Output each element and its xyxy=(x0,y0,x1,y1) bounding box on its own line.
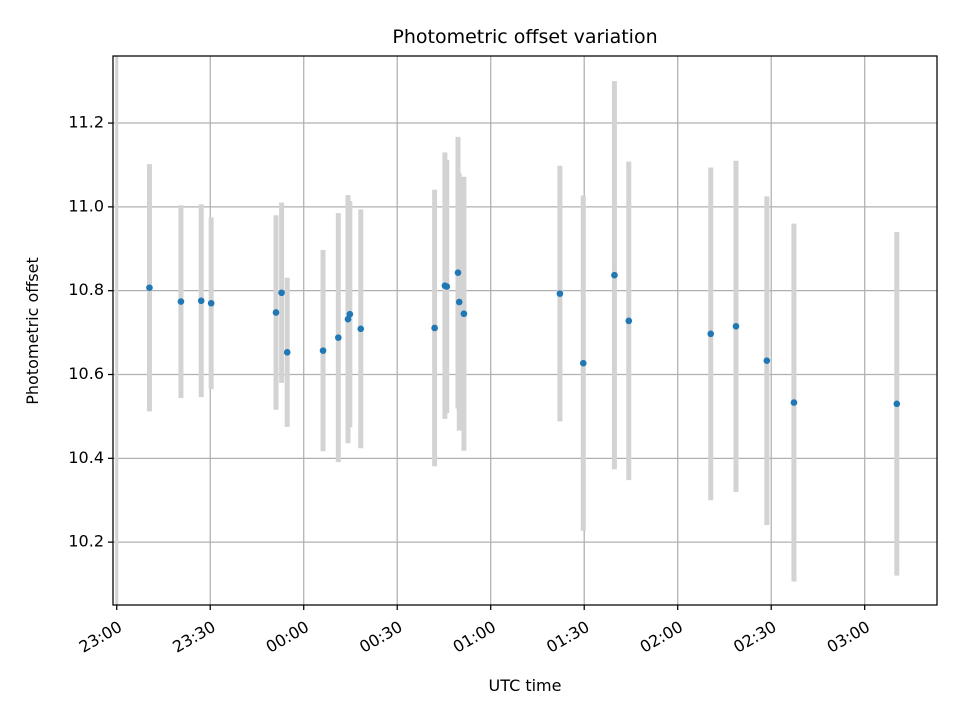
plot-area-frame xyxy=(112,55,938,606)
data-points xyxy=(146,269,901,408)
data-point xyxy=(893,400,901,408)
data-point xyxy=(335,334,342,341)
data-point xyxy=(454,269,462,276)
y-tick-label: 11.2 xyxy=(68,113,104,132)
data-point xyxy=(611,271,618,279)
data-point xyxy=(207,299,215,307)
data-point xyxy=(763,357,771,364)
data-point xyxy=(579,359,587,367)
y-axis-title: Photometric offset xyxy=(23,257,42,405)
data-point xyxy=(146,284,153,292)
y-tick-label: 10.4 xyxy=(68,448,104,467)
y-tick-label: 10.2 xyxy=(68,532,104,551)
data-point xyxy=(319,347,327,354)
data-point xyxy=(707,330,715,338)
chart-title: Photometric offset variation xyxy=(392,26,657,48)
y-tick-label: 10.8 xyxy=(68,280,104,299)
data-point xyxy=(346,310,354,318)
data-point xyxy=(455,298,463,306)
y-tick-label: 11.0 xyxy=(68,196,104,215)
y-axis-ticks: 10.2 10.4 10.6 10.8 11.0 11.2 xyxy=(68,113,113,551)
data-point xyxy=(197,297,205,305)
data-point xyxy=(431,324,438,332)
y-tick-label: 10.6 xyxy=(68,364,104,383)
data-point xyxy=(283,348,291,356)
data-point xyxy=(732,323,740,330)
data-point xyxy=(278,289,285,297)
data-point xyxy=(177,298,185,305)
data-point xyxy=(272,309,280,316)
data-point xyxy=(625,317,633,325)
data-point xyxy=(357,325,365,333)
data-point xyxy=(556,290,564,297)
data-point xyxy=(790,399,798,406)
data-point xyxy=(460,310,468,318)
x-axis-title: UTC time xyxy=(489,676,562,695)
data-point xyxy=(443,283,451,290)
data-point xyxy=(344,315,352,323)
